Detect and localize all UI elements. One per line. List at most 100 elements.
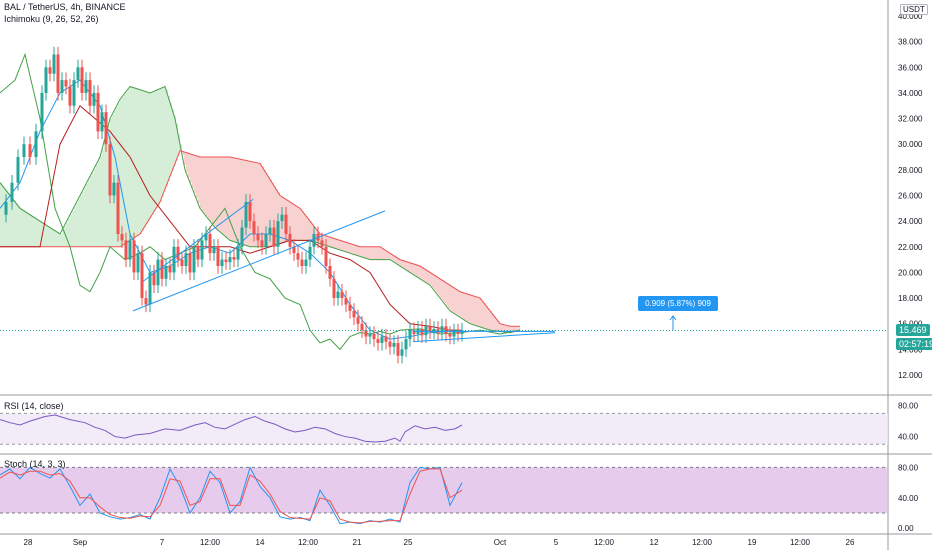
candle-body xyxy=(456,331,460,334)
candle-body xyxy=(360,323,364,331)
cloud-slice xyxy=(160,88,162,202)
cloud-slice xyxy=(176,123,178,161)
candle-body xyxy=(112,182,116,196)
cloud-slice xyxy=(70,214,72,247)
price-tick-label: 26.000 xyxy=(898,192,923,201)
cloud-slice xyxy=(342,241,344,251)
cloud-slice xyxy=(360,246,362,257)
candle-body xyxy=(296,253,300,260)
cloud-slice xyxy=(298,207,300,241)
cloud-slice xyxy=(272,182,274,247)
cloud-slice xyxy=(400,259,402,267)
cloud-slice xyxy=(168,96,170,182)
candle-body xyxy=(64,80,68,87)
time-tick-label: 12 xyxy=(650,538,659,547)
candle-body xyxy=(372,333,376,340)
cloud-slice xyxy=(72,210,74,247)
candle-body xyxy=(232,257,236,260)
time-tick-label: 5 xyxy=(554,538,559,547)
stoch-tick-label: 40.00 xyxy=(898,494,919,503)
cloud-slice xyxy=(122,96,124,246)
cloud-slice xyxy=(216,157,218,229)
cloud-slice xyxy=(478,297,480,327)
cloud-slice xyxy=(352,244,354,254)
cloud-slice xyxy=(130,86,132,241)
cloud-slice xyxy=(210,157,212,222)
cloud-slice xyxy=(40,221,42,247)
candle-body xyxy=(10,182,14,202)
candle-body xyxy=(132,240,136,273)
cloud-slice xyxy=(464,292,466,320)
cloud-slice xyxy=(186,152,188,173)
cloud-slice xyxy=(416,264,418,277)
cloud-slice xyxy=(408,262,410,272)
cloud-slice xyxy=(382,248,384,260)
cloud-slice xyxy=(510,326,512,333)
cloud-slice xyxy=(226,157,228,237)
price-tick-label: 36.000 xyxy=(898,63,923,72)
price-tick-label: 20.000 xyxy=(898,268,923,277)
cloud-slice xyxy=(18,205,20,247)
candle-body xyxy=(84,80,88,93)
cloud-slice xyxy=(348,242,350,253)
cloud-slice xyxy=(488,308,490,330)
candle-body xyxy=(192,246,196,273)
candle-body xyxy=(144,298,148,305)
cloud-slice xyxy=(388,251,390,260)
cloud-slice xyxy=(66,222,68,247)
candle-body xyxy=(80,67,84,93)
cloud-slice xyxy=(334,238,336,249)
cloud-slice xyxy=(372,246,374,260)
cloud-slice xyxy=(254,162,256,247)
cloud-slice xyxy=(6,190,8,247)
candle-body xyxy=(56,54,60,93)
cloud-slice xyxy=(162,87,164,197)
time-tick-label: 19 xyxy=(748,538,757,547)
rsi-tick-label: 40.00 xyxy=(898,433,919,442)
candle-body xyxy=(452,331,456,337)
cloud-slice xyxy=(142,90,144,231)
candle-body xyxy=(256,233,260,241)
cloud-slice xyxy=(190,153,192,183)
cloud-slice xyxy=(324,235,326,245)
time-tick-label: 12:00 xyxy=(200,538,221,547)
cloud-slice xyxy=(310,221,312,241)
cloud-slice xyxy=(20,208,22,247)
cloud-slice xyxy=(44,223,46,247)
candle-body xyxy=(312,233,316,247)
cloud-slice xyxy=(8,192,10,247)
cloud-slice xyxy=(260,163,262,247)
base-line xyxy=(0,104,462,331)
candle-body xyxy=(352,310,356,318)
time-tick-label: 7 xyxy=(160,538,165,547)
cloud-slice xyxy=(472,295,474,325)
cloud-slice xyxy=(182,151,184,155)
price-range-measure[interactable]: 0.909 (5.87%) 909 xyxy=(638,296,718,311)
cloud-slice xyxy=(82,191,84,247)
cloud-slice xyxy=(144,91,146,228)
cloud-slice xyxy=(436,276,438,293)
price-tick-label: 12.000 xyxy=(898,371,923,380)
cloud-slice xyxy=(90,176,92,247)
candle-body xyxy=(308,246,312,260)
cloud-slice xyxy=(368,246,370,259)
rsi-tick-label: 80.00 xyxy=(898,402,919,411)
cloud-slice xyxy=(238,158,240,243)
cloud-slice xyxy=(294,204,296,241)
cloud-slice xyxy=(62,230,64,247)
cloud-slice xyxy=(12,198,14,247)
candle-body xyxy=(328,266,332,279)
candle-body xyxy=(388,341,392,347)
currency-badge[interactable]: USDT xyxy=(900,4,928,15)
cloud-slice xyxy=(224,157,226,236)
cloud-slice xyxy=(306,216,308,241)
candle-body xyxy=(376,339,380,343)
price-tick-label: 34.000 xyxy=(898,89,923,98)
cloud-slice xyxy=(32,216,34,247)
cloud-slice xyxy=(36,218,38,247)
candle-body xyxy=(152,272,156,286)
measure-arrowhead xyxy=(669,315,677,321)
candle-body xyxy=(280,214,284,222)
cloud-slice xyxy=(330,237,332,247)
